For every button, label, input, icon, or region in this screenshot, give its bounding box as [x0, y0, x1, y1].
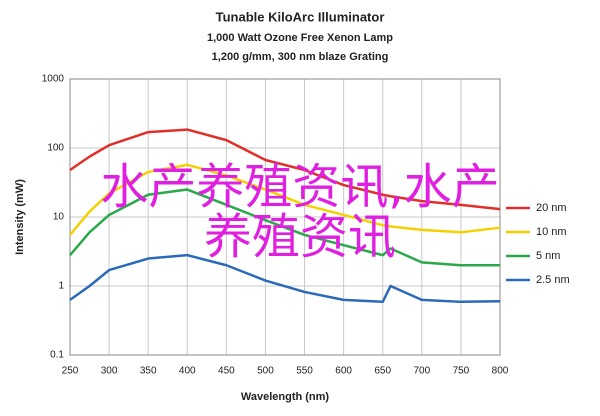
data-line — [69, 128, 501, 211]
legend-label: 5 nm — [536, 250, 560, 262]
x-axis-label: Wavelength (nm) — [241, 391, 330, 403]
y-tick-label: 0.1 — [50, 350, 64, 361]
chart-title: Tunable KiloArc Illuminator — [216, 9, 385, 24]
y-tick-label: 10 — [53, 212, 65, 223]
y-tick-label: 100 — [47, 143, 64, 154]
chart-subtitle: 1,200 g/mm, 300 nm blaze Grating — [212, 51, 389, 63]
x-tick-label: 350 — [140, 366, 157, 377]
overlay-text: 水产养殖资讯,水产 — [100, 159, 499, 215]
legend-label: 10 nm — [536, 226, 567, 238]
x-tick-label: 550 — [296, 366, 313, 377]
x-tick-label: 600 — [335, 366, 352, 377]
chart-subtitle: 1,000 Watt Ozone Free Xenon Lamp — [207, 32, 393, 44]
x-tick-label: 500 — [257, 366, 274, 377]
overlay-text: 养殖资讯 — [204, 209, 396, 265]
legend-label: 2.5 nm — [536, 274, 570, 286]
data-line — [69, 253, 501, 304]
x-tick-label: 400 — [179, 366, 196, 377]
plot-frame — [69, 78, 501, 356]
x-tick-label: 650 — [374, 366, 391, 377]
data-line — [69, 188, 500, 267]
x-tick-label: 450 — [218, 366, 235, 377]
x-tick-label: 800 — [492, 366, 509, 377]
y-axis-label: Intensity (mW) — [14, 179, 26, 255]
y-tick-label: 1 — [58, 281, 64, 292]
legend-label: 20 nm — [536, 202, 567, 214]
x-tick-label: 250 — [62, 366, 79, 377]
x-tick-label: 700 — [413, 366, 430, 377]
x-tick-label: 750 — [453, 366, 470, 377]
x-tick-label: 300 — [101, 366, 118, 377]
y-tick-label: 1000 — [42, 74, 65, 85]
data-line — [69, 163, 501, 236]
